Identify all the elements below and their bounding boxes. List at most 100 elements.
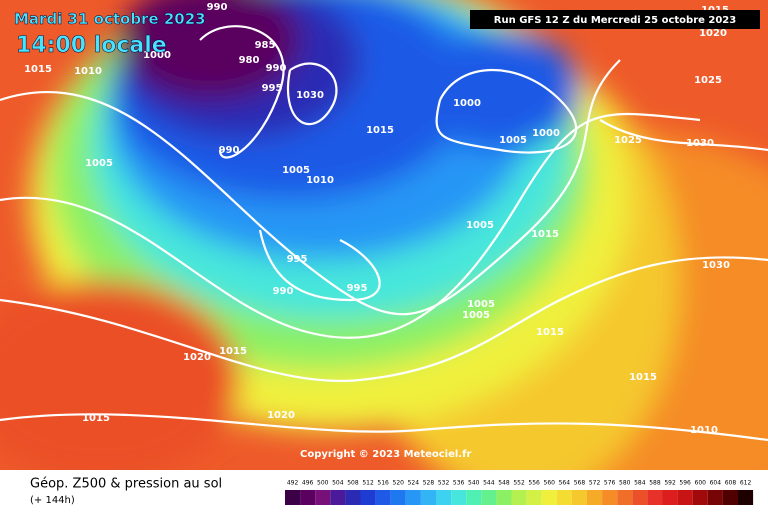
colorbar-swatch <box>587 490 603 505</box>
colorbar-swatch <box>617 490 633 505</box>
colorbar-swatch <box>481 490 497 505</box>
colorbar-label: 548 <box>498 480 510 487</box>
isobar-label: 1015 <box>629 372 657 383</box>
colorbar: 492 496 500 504 508 512 516 520 524 528 532 536 540 5… <box>285 480 754 505</box>
colorbar-swatch <box>526 490 542 505</box>
isobar-label: 990 <box>266 63 287 74</box>
isobar-label: 1005 <box>282 165 310 176</box>
colorbar-label: 580 <box>619 480 631 487</box>
colorbar-swatch <box>677 490 693 505</box>
isobar-label: 995 <box>287 254 308 265</box>
isobar-label: 1005 <box>462 310 490 321</box>
isobar-label: 990 <box>207 2 228 13</box>
local-time: 14:00 locale <box>16 33 167 58</box>
colorbar-label: 540 <box>468 480 480 487</box>
colorbar-swatch <box>496 490 512 505</box>
isobar-label: 1000 <box>532 128 560 139</box>
isobars <box>0 25 768 442</box>
colorbar-label: 508 <box>347 480 359 487</box>
colorbar-swatch <box>662 490 678 505</box>
colorbar-swatch <box>466 490 482 505</box>
isobar-label: 1025 <box>694 75 722 86</box>
footer-title: Géop. Z500 & pression au sol <box>30 477 222 492</box>
colorbar-label: 608 <box>725 480 737 487</box>
isobar-label: 1025 <box>614 135 642 146</box>
colorbar-label: 592 <box>664 480 676 487</box>
colorbar-label: 512 <box>362 480 374 487</box>
colorbar-swatch <box>647 490 663 505</box>
colorbar-swatch <box>541 490 557 505</box>
colorbar-label: 572 <box>589 480 601 487</box>
colorbar-swatch <box>420 490 436 505</box>
isobar-label: 1015 <box>531 229 559 240</box>
colorbar-swatch <box>436 490 452 505</box>
colorbar-label: 576 <box>604 480 616 487</box>
colorbar-swatch <box>707 490 723 505</box>
colorbar-label: 544 <box>483 480 495 487</box>
colorbar-label: 568 <box>574 480 586 487</box>
run-info: Run GFS 12 Z du Mercredi 25 octobre 2023 <box>494 15 736 26</box>
isobar-label: 1020 <box>267 410 295 421</box>
colorbar-swatch <box>632 490 648 505</box>
colorbar-swatch <box>451 490 467 505</box>
date: Mardi 31 octobre 2023 <box>14 10 206 28</box>
colorbar-label: 524 <box>408 480 420 487</box>
colorbar-swatch <box>360 490 376 505</box>
isobar-label: 1005 <box>499 135 527 146</box>
colorbar-label: 552 <box>513 480 525 487</box>
colorbar-label: 584 <box>634 480 646 487</box>
isobar-label: 1010 <box>74 66 102 77</box>
isobar-label: 1030 <box>296 90 324 101</box>
isobar-label: 1010 <box>690 425 718 436</box>
colorbar-swatch <box>571 490 587 505</box>
colorbar-label: 504 <box>332 480 344 487</box>
colorbar-label: 564 <box>559 480 571 487</box>
isobar-label: 1015 <box>536 327 564 338</box>
isobar-label: 1020 <box>699 28 727 39</box>
isobar-label: 995 <box>347 283 368 294</box>
colorbar-label: 612 <box>740 480 752 487</box>
copyright: Copyright © 2023 Meteociel.fr <box>300 449 471 460</box>
isobar-label: 980 <box>239 55 260 66</box>
colorbar-label: 516 <box>377 480 389 487</box>
isobar-label: 990 <box>273 286 294 297</box>
lead-time: (+ 144h) <box>30 495 75 506</box>
colorbar-swatch <box>511 490 527 505</box>
colorbar-label: 600 <box>695 480 707 487</box>
colorbar-swatch <box>330 490 346 505</box>
colorbar-label: 596 <box>679 480 691 487</box>
colorbar-swatch <box>602 490 618 505</box>
colorbar-label: 528 <box>423 480 435 487</box>
colorbar-label: 532 <box>438 480 450 487</box>
colorbar-label: 560 <box>544 480 556 487</box>
colorbar-swatch <box>315 490 331 505</box>
isobar-label: 1005 <box>466 220 494 231</box>
isobar-label: 990 <box>219 145 240 156</box>
colorbar-label: 496 <box>302 480 314 487</box>
isobar-label: 1005 <box>467 299 495 310</box>
colorbar-label: 588 <box>649 480 661 487</box>
colorbar-swatch <box>345 490 361 505</box>
isobar-label: 1015 <box>366 125 394 136</box>
colorbar-swatch <box>285 490 301 505</box>
colorbar-label: 604 <box>710 480 722 487</box>
isobar-label: 1015 <box>82 413 110 424</box>
isobar-label: 1005 <box>85 158 113 169</box>
colorbar-swatch <box>738 490 754 505</box>
isobar-label: 995 <box>262 83 283 94</box>
run-box <box>470 10 760 29</box>
colorbar-swatch <box>390 490 406 505</box>
colorbar-swatch <box>722 490 738 505</box>
colorbar-label: 556 <box>528 480 540 487</box>
colorbar-label: 500 <box>317 480 329 487</box>
isobar-label: 985 <box>255 40 276 51</box>
colorbar-label: 536 <box>453 480 465 487</box>
colorbar-label: 492 <box>287 480 299 487</box>
colorbar-swatch <box>375 490 391 505</box>
isobar-label: 1020 <box>183 352 211 363</box>
colorbar-swatch <box>300 490 316 505</box>
colorbar-swatch <box>556 490 572 505</box>
isobar-label: 1030 <box>686 138 714 149</box>
